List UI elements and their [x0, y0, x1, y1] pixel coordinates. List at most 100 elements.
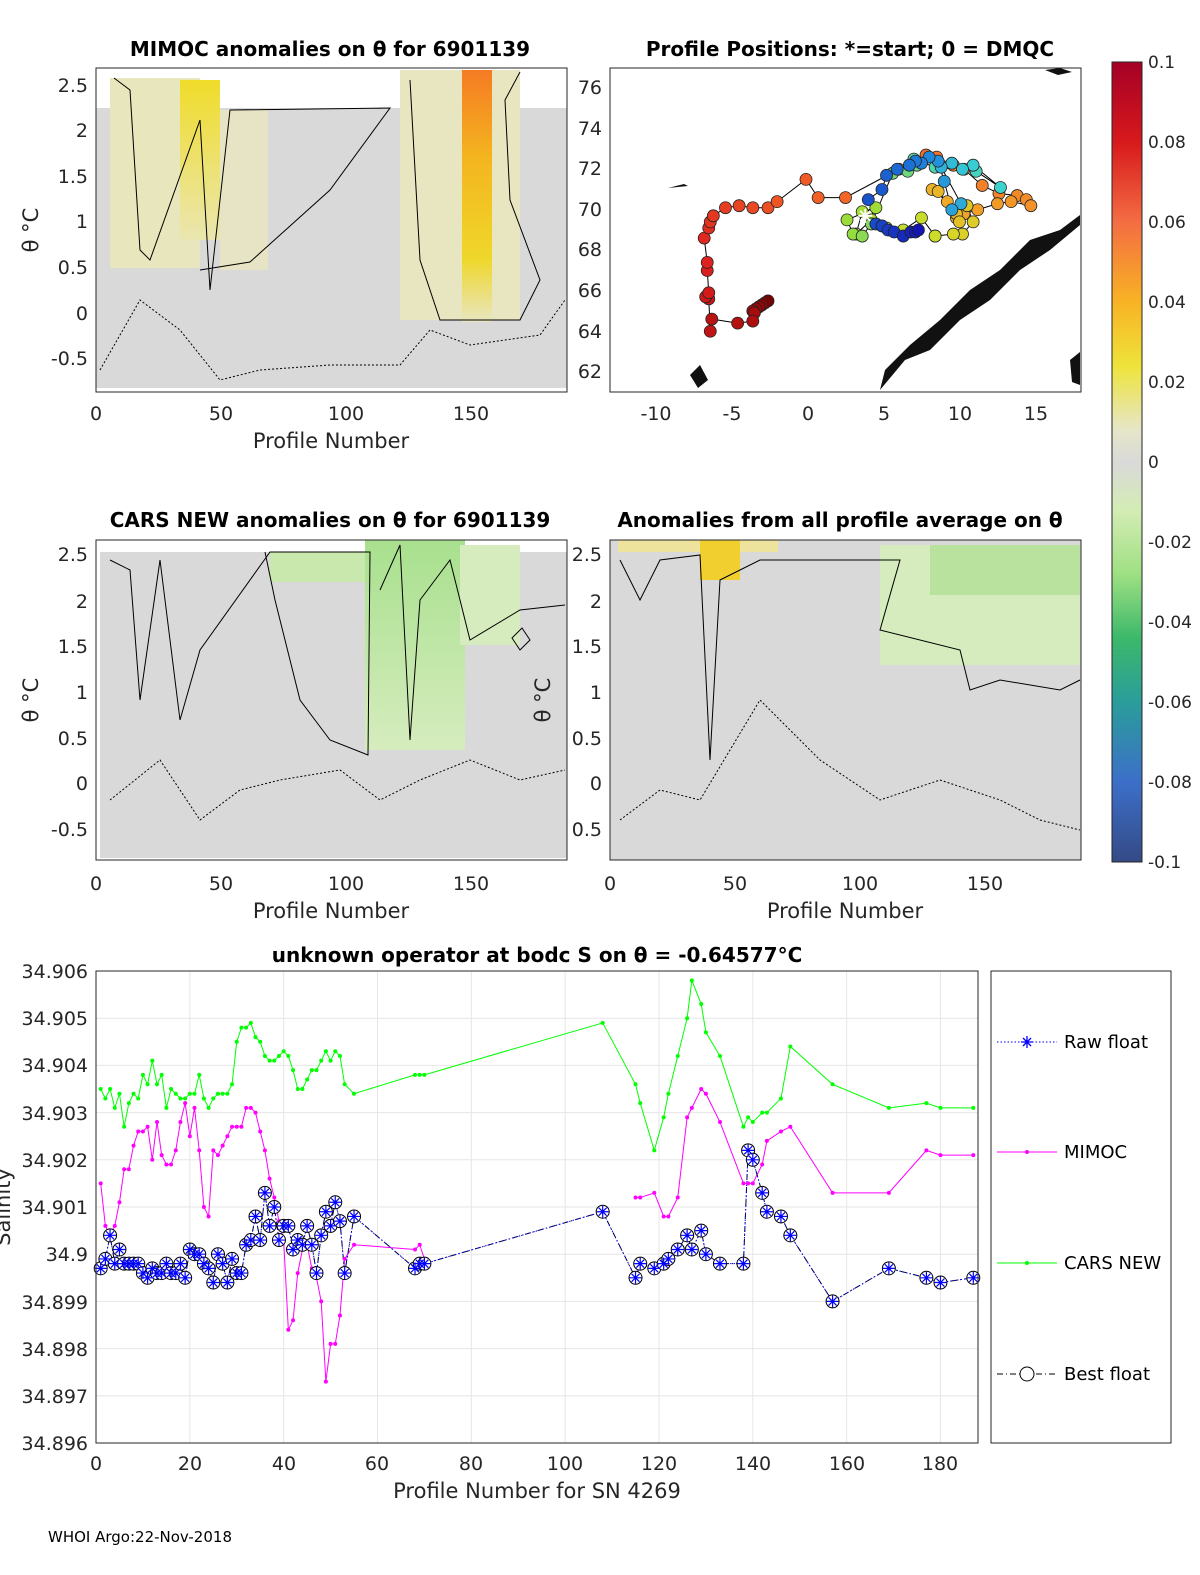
cars-new-point [206, 1105, 211, 1110]
legend-item-raw: Raw float [997, 1032, 1148, 1053]
cars-new-point [154, 1082, 159, 1087]
raw-float-point [249, 1210, 262, 1223]
position-point [875, 183, 889, 196]
cars-xlabel: Profile Number [253, 899, 410, 923]
raw-float-point [155, 1267, 168, 1280]
cars-new-point [98, 1087, 103, 1091]
mimoc-point [746, 1181, 751, 1186]
cars-new-point [187, 1091, 192, 1096]
legend-item-best: Best float [997, 1364, 1150, 1385]
salinity-panel: unknown operator at bodc S on θ = -0.645… [0, 943, 981, 1503]
allavg-anom-core [700, 540, 740, 580]
positions-marks [697, 148, 1038, 338]
allavg-contour-dotted [619, 699, 1081, 831]
cars-ytick: -0.5 [51, 819, 88, 841]
cars-new-point [164, 1105, 169, 1110]
cars-new-point [244, 1025, 249, 1030]
cars-new-point [112, 1105, 117, 1110]
cars-ylabel: θ °C [19, 678, 43, 723]
mimoc-point [778, 1129, 783, 1134]
mimoc-point [333, 1341, 338, 1346]
salinity-ytick: 34.902 [22, 1150, 88, 1172]
mimoc-point [788, 1124, 793, 1129]
salinity-ytick: 34.899 [22, 1292, 88, 1314]
position-point [915, 211, 928, 225]
raw-float-point [826, 1295, 839, 1308]
legend: Raw float MIMOC CARS NEW Best float [990, 970, 1172, 1444]
raw-float-point [141, 1271, 154, 1284]
positions-ytick: 66 [578, 280, 602, 302]
position-point [702, 286, 716, 300]
raw-float-point [113, 1243, 126, 1256]
cars-new-point [741, 1124, 746, 1129]
raw-float-point [418, 1257, 431, 1270]
cars-ytick: 1.5 [58, 636, 88, 658]
allavg-panel: Anomalies from all profile average on θ … [531, 508, 1082, 923]
cars-panel: CARS NEW anomalies on θ for 6901139 2.5 … [19, 508, 568, 923]
positions-xtick: -10 [640, 403, 671, 425]
position-point [746, 314, 760, 328]
salinity-ytick: 34.903 [22, 1103, 88, 1125]
cars-new-point [300, 1087, 305, 1091]
cars-new-point [652, 1148, 657, 1153]
colorbar-tick: 0 [1148, 453, 1159, 473]
cars-contour-3 [511, 627, 531, 651]
cars-contour-dotted [109, 759, 566, 821]
legend-cars-marker [1025, 1261, 1029, 1265]
mimoc-anom-left-core [180, 80, 220, 240]
cars-new-point [267, 1058, 272, 1063]
mimoc-xticks: 0 50 100 150 [90, 403, 489, 425]
legend-cars-label: CARS NEW [1064, 1253, 1161, 1274]
positions-xtick: 5 [878, 403, 890, 425]
position-point [1024, 199, 1038, 213]
mimoc-point [741, 1181, 746, 1186]
cars-frame [95, 539, 568, 861]
mimoc-point [666, 1214, 671, 1219]
legend-raw-label: Raw float [1064, 1032, 1148, 1053]
cars-new-point [276, 1053, 281, 1058]
mimoc-ytick: 0 [76, 303, 88, 325]
salinity-ytick: 34.904 [22, 1055, 88, 1077]
cars-new-point [286, 1053, 291, 1058]
position-point [705, 312, 719, 326]
legend-mimoc-marker [1025, 1150, 1029, 1154]
mimoc-xtick: 150 [453, 403, 489, 425]
cars-ytick: 0 [76, 773, 88, 795]
allavg-anom-right-core [930, 545, 1080, 595]
position-point [731, 316, 745, 330]
allavg-anom-top [618, 540, 778, 552]
mimoc-ytick: 2.5 [58, 75, 88, 97]
legend-box [990, 970, 1172, 1444]
allavg-ytick: 0.5 [572, 728, 602, 750]
salinity-xtick: 80 [459, 1453, 483, 1475]
mimoc-point [633, 1195, 638, 1200]
mimoc-point [215, 1153, 220, 1158]
mimoc-point [234, 1124, 239, 1129]
mimoc-point [417, 1242, 422, 1247]
allavg-xtick: 100 [842, 873, 878, 895]
mimoc-point [131, 1143, 136, 1148]
position-point [811, 191, 825, 205]
cars-new-point [295, 1087, 300, 1091]
cars-new-point [145, 1082, 150, 1087]
cars-new-point [140, 1072, 145, 1077]
raw-float-point [596, 1205, 609, 1218]
raw-float-point [99, 1252, 112, 1265]
cars-new-point [192, 1091, 197, 1096]
raw-float-point [681, 1229, 694, 1242]
salinity-ytick: 34.901 [22, 1197, 88, 1219]
mimoc-point [267, 1176, 272, 1181]
cars-new-point [281, 1049, 286, 1054]
allavg-ytick: 0.5 [572, 819, 602, 841]
raw-float-point [263, 1219, 276, 1232]
cars-new-point [638, 1101, 643, 1106]
positions-xtick: 10 [948, 403, 972, 425]
cars-new-point [661, 1115, 666, 1120]
raw-float-point [756, 1186, 769, 1199]
mimoc-ytick: -0.5 [51, 348, 88, 370]
mimoc-point [112, 1223, 117, 1228]
raw-float-point [254, 1234, 267, 1247]
salinity-xtick: 60 [365, 1453, 389, 1475]
mimoc-point [140, 1129, 145, 1134]
